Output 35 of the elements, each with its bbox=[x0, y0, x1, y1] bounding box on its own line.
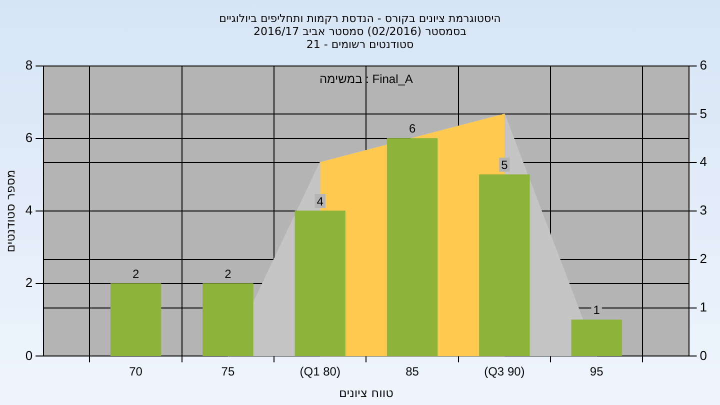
bar bbox=[294, 210, 346, 356]
data-label: 2 bbox=[132, 266, 140, 281]
data-label: 1 bbox=[593, 303, 600, 318]
x-tick-label: 85 bbox=[406, 364, 420, 379]
x-tick-label: 95 bbox=[590, 364, 604, 379]
chart-subtitle: בסמסטר (02/2016) סמסטר אביב 2016/17 סטודנטים רשומים - 21 bbox=[252, 25, 468, 51]
y-axis-title: מספר סטודנטים bbox=[3, 170, 18, 252]
annotation: במשימה : Final_A bbox=[319, 72, 413, 86]
y-tick-label: 8 bbox=[25, 57, 33, 72]
bar bbox=[571, 320, 622, 356]
bar bbox=[386, 138, 438, 356]
y-tick-label: 6 bbox=[25, 130, 33, 145]
data-label: 2 bbox=[224, 266, 232, 281]
chart-title: היסטוגרמת ציונים בקורס - הנדסת רקמות ותחליפים ביולוגיים bbox=[218, 12, 502, 25]
data-label: 5 bbox=[501, 158, 508, 172]
y-tick-label: 0 bbox=[25, 348, 33, 363]
data-label: 4 bbox=[316, 194, 324, 208]
x-axis-title: טווח ציונים bbox=[338, 386, 394, 400]
y2-tick-label: 0 bbox=[700, 348, 708, 363]
y2-tick-label: 4 bbox=[700, 154, 708, 170]
y2-tick-label: 5 bbox=[700, 106, 708, 121]
bar bbox=[110, 283, 162, 356]
bar bbox=[202, 283, 254, 356]
x-tick-label: 70 bbox=[129, 364, 143, 379]
x-tick-label: 75 bbox=[221, 364, 235, 379]
y2-tick-label: 6 bbox=[700, 57, 708, 72]
y-tick-label: 2 bbox=[25, 275, 33, 290]
bar bbox=[479, 174, 530, 356]
data-label: 6 bbox=[408, 122, 416, 136]
x-tick-label: (Q3 90) bbox=[484, 364, 525, 379]
y2-tick-label: 1 bbox=[700, 299, 708, 314]
y-tick-label: 4 bbox=[25, 202, 33, 218]
x-tick-label: (Q1 80) bbox=[300, 364, 340, 379]
y2-tick-label: 3 bbox=[700, 202, 708, 218]
y2-tick-label: 2 bbox=[700, 250, 708, 266]
